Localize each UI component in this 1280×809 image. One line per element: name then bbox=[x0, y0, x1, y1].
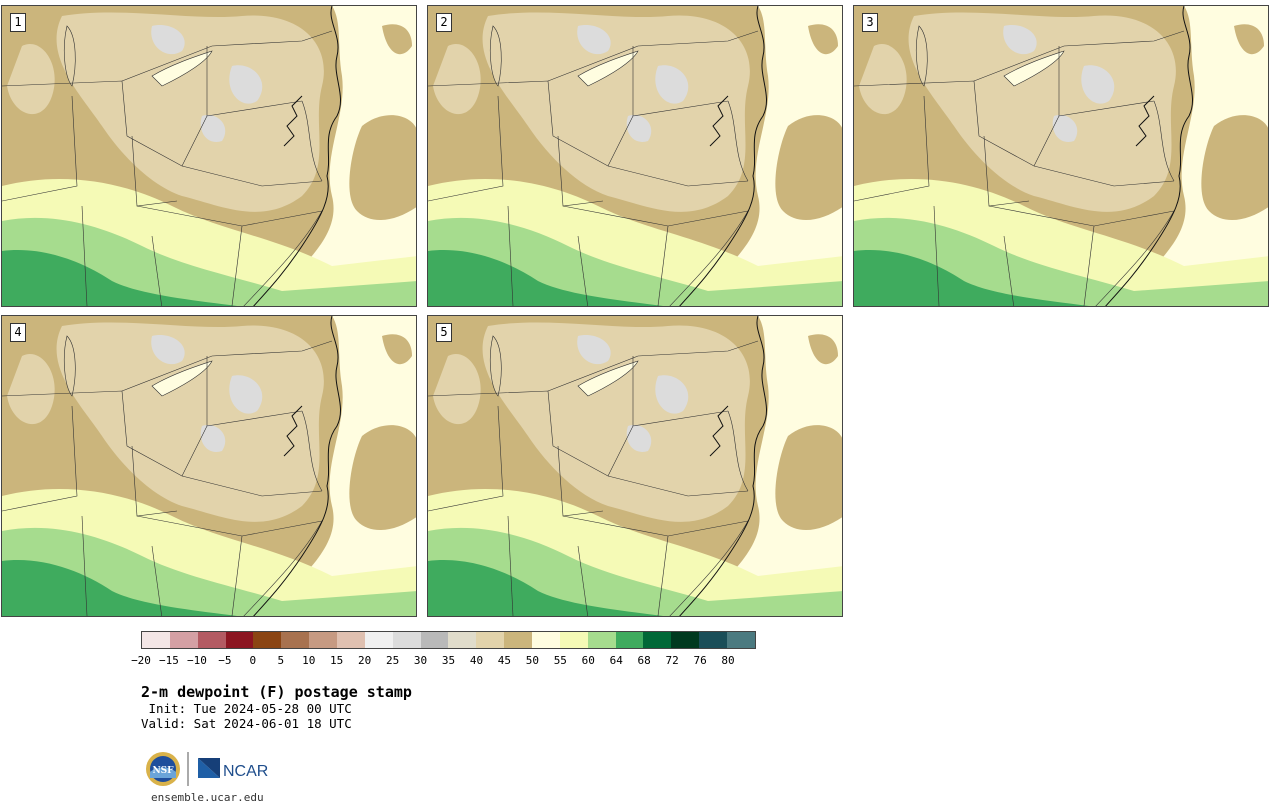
member-panel-3: 3 bbox=[853, 5, 1269, 307]
colorbar-ticks: −20 −15 −10 −5 0 5 10 15 20 25 30 35 40 45 50 55 60 64 68 7… bbox=[131, 654, 756, 668]
colorbar-tick-label: 20 bbox=[358, 654, 372, 667]
colorbar-tick-label: 30 bbox=[413, 654, 428, 667]
colorbar-tick-label: 64 bbox=[609, 654, 623, 667]
colorbar-tick-label: 45 bbox=[497, 654, 512, 667]
colorbar bbox=[141, 631, 756, 649]
member-label-1: 1 bbox=[10, 13, 26, 32]
colorbar-swatch bbox=[671, 632, 700, 648]
valid-time: Valid: Sat 2024-06-01 18 UTC bbox=[141, 716, 352, 731]
colorbar-tick-label: 40 bbox=[469, 654, 484, 667]
colorbar-swatch bbox=[169, 632, 198, 648]
colorbar-tick-label: 15 bbox=[330, 654, 344, 667]
member-label-5: 5 bbox=[436, 323, 452, 342]
svg-text:NSF: NSF bbox=[152, 766, 174, 776]
colorbar-tick-label: 72 bbox=[665, 654, 679, 667]
colorbar-swatch bbox=[281, 632, 310, 648]
colorbar-swatch bbox=[587, 632, 616, 648]
member-label-4: 4 bbox=[10, 323, 26, 342]
ncar-logo: NCAR bbox=[198, 758, 268, 780]
colorbar-swatch bbox=[643, 632, 672, 648]
colorbar-tick-label: 80 bbox=[721, 654, 735, 667]
member-panel-1: 1 bbox=[1, 5, 417, 307]
nsf-logo: NSF bbox=[146, 752, 180, 786]
colorbar-swatch bbox=[559, 632, 588, 648]
colorbar-tick-label: 35 bbox=[441, 654, 456, 667]
colorbar-swatch bbox=[225, 632, 254, 648]
member-label-3: 3 bbox=[862, 13, 878, 32]
colorbar-tick-label: −20 bbox=[131, 654, 151, 667]
figure-title: 2-m dewpoint (F) postage stamp bbox=[141, 683, 412, 701]
colorbar-tick-label: 0 bbox=[249, 654, 257, 667]
dewpoint-map-3 bbox=[854, 6, 1268, 306]
colorbar-swatch bbox=[532, 632, 560, 648]
colorbar-swatch bbox=[699, 632, 728, 648]
colorbar-tick-label: −5 bbox=[218, 654, 232, 667]
colorbar-swatch bbox=[504, 632, 533, 648]
colorbar-tick-label: 5 bbox=[277, 654, 285, 667]
logos: NSF NCAR bbox=[146, 752, 268, 786]
init-time: Init: Tue 2024-05-28 00 UTC bbox=[141, 701, 352, 716]
dewpoint-map-1 bbox=[2, 6, 416, 306]
colorbar-swatch bbox=[420, 632, 449, 648]
colorbar-swatch bbox=[197, 632, 226, 648]
dewpoint-map-5 bbox=[428, 316, 842, 616]
colorbar-swatch bbox=[364, 632, 393, 648]
colorbar-swatch bbox=[392, 632, 421, 648]
colorbar-tick-label: 60 bbox=[581, 654, 595, 667]
colorbar-tick-label: 68 bbox=[637, 654, 651, 667]
dewpoint-map-2 bbox=[428, 6, 842, 306]
colorbar-swatch bbox=[337, 632, 365, 648]
colorbar-swatch bbox=[448, 632, 477, 648]
colorbar-tick-label: 55 bbox=[553, 654, 567, 667]
member-panel-5: 5 bbox=[427, 315, 843, 617]
website-url: ensemble.ucar.edu bbox=[151, 791, 264, 804]
svg-text:NCAR: NCAR bbox=[223, 763, 268, 780]
colorbar-swatch bbox=[142, 632, 170, 648]
member-label-2: 2 bbox=[436, 13, 452, 32]
colorbar-tick-label: 10 bbox=[302, 654, 316, 667]
colorbar-tick-label: 76 bbox=[693, 654, 707, 667]
member-panel-2: 2 bbox=[427, 5, 843, 307]
member-panel-4: 4 bbox=[1, 315, 417, 617]
colorbar-swatch bbox=[253, 632, 282, 648]
colorbar-tick-label: 25 bbox=[385, 654, 400, 667]
colorbar-tick-label: 50 bbox=[525, 654, 539, 667]
colorbar-tick-label: −15 bbox=[159, 654, 179, 667]
colorbar-swatch bbox=[476, 632, 505, 648]
dewpoint-map-4 bbox=[2, 316, 416, 616]
colorbar-swatch bbox=[615, 632, 644, 648]
colorbar-tick-label: −10 bbox=[186, 654, 207, 667]
colorbar-swatch bbox=[309, 632, 338, 648]
colorbar-swatch bbox=[727, 632, 755, 648]
